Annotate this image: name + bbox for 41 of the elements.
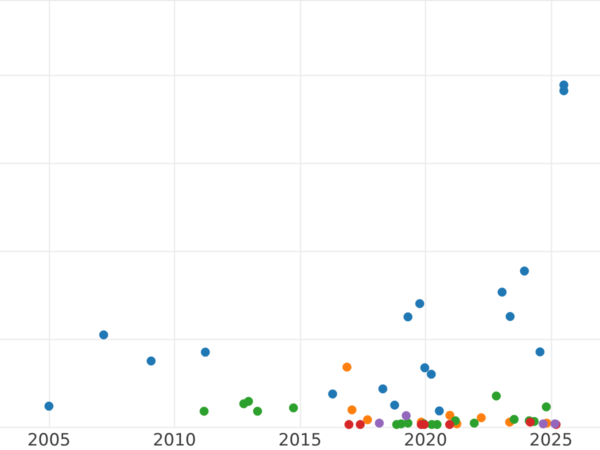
point bbox=[390, 400, 400, 410]
x-tick-label: 2015 bbox=[278, 430, 322, 450]
point bbox=[344, 420, 354, 429]
point bbox=[253, 406, 262, 416]
point bbox=[288, 403, 298, 412]
point bbox=[542, 402, 551, 412]
point bbox=[378, 384, 388, 394]
point bbox=[44, 402, 54, 411]
point bbox=[403, 418, 412, 428]
point bbox=[146, 356, 156, 366]
point bbox=[434, 406, 444, 416]
point bbox=[476, 413, 486, 422]
point bbox=[445, 410, 454, 420]
point bbox=[538, 419, 548, 428]
x-tick-label: 2005 bbox=[27, 430, 71, 450]
point bbox=[363, 415, 372, 424]
point bbox=[244, 396, 254, 406]
point bbox=[342, 362, 352, 372]
point bbox=[328, 389, 338, 398]
point bbox=[426, 370, 436, 379]
point bbox=[445, 420, 454, 429]
point bbox=[403, 312, 412, 322]
point bbox=[356, 420, 365, 429]
point bbox=[200, 348, 210, 357]
x-tick-label: 2025 bbox=[529, 430, 573, 450]
point bbox=[470, 418, 479, 428]
point bbox=[347, 405, 356, 414]
point bbox=[99, 330, 108, 340]
x-tick-label: 2010 bbox=[152, 430, 196, 450]
point bbox=[506, 312, 515, 322]
point bbox=[498, 288, 507, 297]
x-tick-label: 2020 bbox=[404, 430, 448, 450]
point bbox=[374, 418, 384, 428]
point bbox=[510, 414, 519, 424]
point bbox=[420, 363, 430, 372]
point bbox=[415, 299, 424, 308]
point bbox=[402, 411, 411, 420]
point bbox=[492, 391, 501, 400]
point bbox=[536, 347, 544, 356]
point bbox=[520, 266, 529, 276]
point bbox=[200, 406, 209, 416]
